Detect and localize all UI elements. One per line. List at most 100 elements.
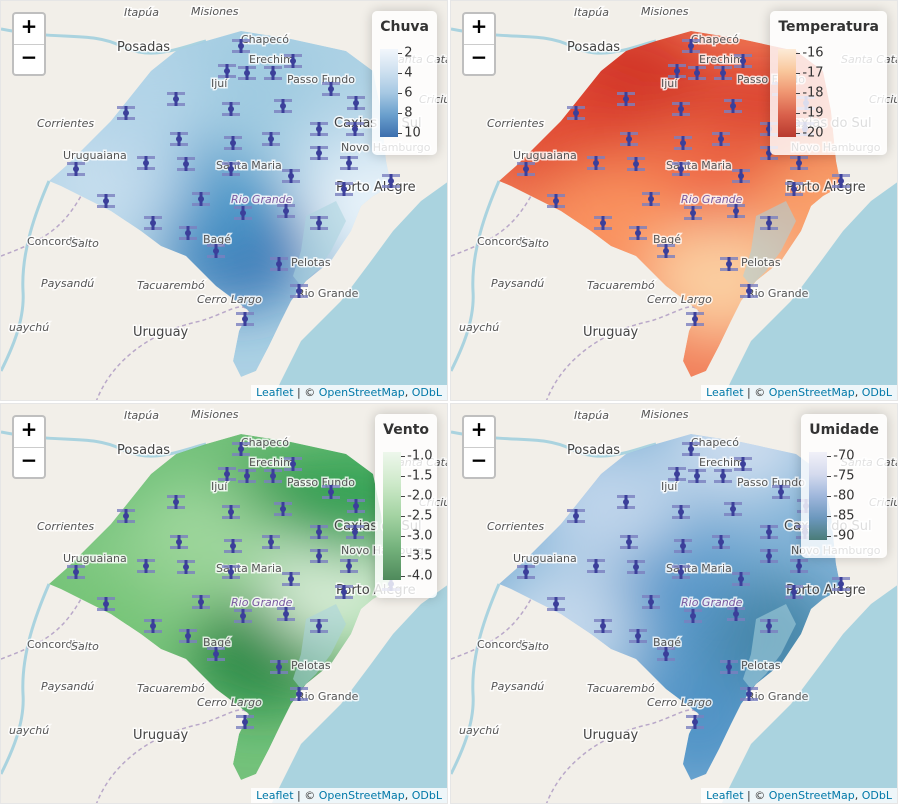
station-marker[interactable] xyxy=(594,619,612,633)
station-marker[interactable] xyxy=(668,467,686,481)
station-marker[interactable] xyxy=(567,509,585,523)
station-marker[interactable] xyxy=(290,687,308,701)
station-marker[interactable] xyxy=(620,535,638,549)
station-marker[interactable] xyxy=(238,66,256,80)
station-marker[interactable] xyxy=(322,485,340,499)
station-marker[interactable] xyxy=(760,216,778,230)
station-marker[interactable] xyxy=(262,535,280,549)
station-marker[interactable] xyxy=(234,206,252,220)
station-marker[interactable] xyxy=(732,572,750,586)
station-marker[interactable] xyxy=(674,539,692,553)
station-marker[interactable] xyxy=(760,619,778,633)
station-marker[interactable] xyxy=(642,595,660,609)
station-marker[interactable] xyxy=(67,565,85,579)
station-marker[interactable] xyxy=(617,92,635,106)
station-marker[interactable] xyxy=(734,54,752,68)
station-marker[interactable] xyxy=(547,194,565,208)
station-marker[interactable] xyxy=(724,99,742,113)
station-marker[interactable] xyxy=(346,122,364,136)
station-marker[interactable] xyxy=(682,442,700,456)
station-marker[interactable] xyxy=(322,82,340,96)
station-marker[interactable] xyxy=(760,525,778,539)
station-marker[interactable] xyxy=(167,92,185,106)
station-marker[interactable] xyxy=(192,192,210,206)
station-marker[interactable] xyxy=(167,495,185,509)
station-marker[interactable] xyxy=(224,136,242,150)
station-marker[interactable] xyxy=(218,467,236,481)
zoom-in-button[interactable]: + xyxy=(20,14,38,38)
station-marker[interactable] xyxy=(340,156,358,170)
station-marker[interactable] xyxy=(688,66,706,80)
station-marker[interactable] xyxy=(629,629,647,643)
station-marker[interactable] xyxy=(347,96,365,110)
zoom-out-button[interactable]: − xyxy=(14,447,44,477)
station-marker[interactable] xyxy=(668,64,686,78)
odbl-link[interactable]: ODbL xyxy=(411,789,442,802)
station-marker[interactable] xyxy=(179,629,197,643)
station-marker[interactable] xyxy=(629,226,647,240)
station-marker[interactable] xyxy=(97,597,115,611)
station-marker[interactable] xyxy=(274,502,292,516)
odbl-link[interactable]: ODbL xyxy=(411,386,442,399)
station-marker[interactable] xyxy=(144,619,162,633)
station-marker[interactable] xyxy=(270,660,288,674)
station-marker[interactable] xyxy=(277,204,295,218)
station-marker[interactable] xyxy=(727,607,745,621)
openstreetmap-link[interactable]: OpenStreetMap xyxy=(318,386,405,399)
station-marker[interactable] xyxy=(724,502,742,516)
station-marker[interactable] xyxy=(657,647,675,661)
station-marker[interactable] xyxy=(672,565,690,579)
station-marker[interactable] xyxy=(207,647,225,661)
station-marker[interactable] xyxy=(617,495,635,509)
odbl-link[interactable]: ODbL xyxy=(861,386,892,399)
station-marker[interactable] xyxy=(137,559,155,573)
station-marker[interactable] xyxy=(274,99,292,113)
station-marker[interactable] xyxy=(270,257,288,271)
leaflet-link[interactable]: Leaflet xyxy=(706,386,744,399)
map-panel-temperatura[interactable]: Itapúa Misiones Posadas Corrientes Uruguaian… xyxy=(450,0,898,401)
station-marker[interactable] xyxy=(264,66,282,80)
leaflet-link[interactable]: Leaflet xyxy=(256,386,294,399)
station-marker[interactable] xyxy=(790,559,808,573)
station-marker[interactable] xyxy=(236,312,254,326)
station-marker[interactable] xyxy=(310,619,328,633)
station-marker[interactable] xyxy=(785,182,803,196)
station-marker[interactable] xyxy=(682,39,700,53)
station-marker[interactable] xyxy=(97,194,115,208)
station-marker[interactable] xyxy=(720,257,738,271)
station-marker[interactable] xyxy=(67,162,85,176)
station-marker[interactable] xyxy=(222,505,240,519)
zoom-out-button[interactable]: − xyxy=(464,44,494,74)
station-marker[interactable] xyxy=(262,132,280,146)
station-marker[interactable] xyxy=(832,577,850,591)
station-marker[interactable] xyxy=(686,715,704,729)
station-marker[interactable] xyxy=(277,607,295,621)
station-marker[interactable] xyxy=(567,106,585,120)
station-marker[interactable] xyxy=(340,559,358,573)
station-marker[interactable] xyxy=(264,469,282,483)
station-marker[interactable] xyxy=(720,660,738,674)
station-marker[interactable] xyxy=(686,312,704,326)
station-marker[interactable] xyxy=(684,609,702,623)
station-marker[interactable] xyxy=(714,66,732,80)
openstreetmap-link[interactable]: OpenStreetMap xyxy=(768,386,855,399)
station-marker[interactable] xyxy=(760,549,778,563)
station-marker[interactable] xyxy=(310,216,328,230)
station-marker[interactable] xyxy=(517,565,535,579)
station-marker[interactable] xyxy=(284,457,302,471)
station-marker[interactable] xyxy=(620,132,638,146)
station-marker[interactable] xyxy=(207,244,225,258)
zoom-in-button[interactable]: + xyxy=(470,14,488,38)
station-marker[interactable] xyxy=(684,206,702,220)
station-marker[interactable] xyxy=(170,132,188,146)
station-marker[interactable] xyxy=(192,595,210,609)
station-marker[interactable] xyxy=(740,687,758,701)
station-marker[interactable] xyxy=(117,509,135,523)
station-marker[interactable] xyxy=(594,216,612,230)
station-marker[interactable] xyxy=(740,284,758,298)
station-marker[interactable] xyxy=(517,162,535,176)
station-marker[interactable] xyxy=(310,549,328,563)
map-panel-chuva[interactable]: Itapúa Misiones Posadas Corrientes Uruguaian… xyxy=(0,0,448,401)
map-panel-umidade[interactable]: Itapúa Misiones Posadas Corrientes Uruguaian… xyxy=(450,403,898,804)
map-panel-vento[interactable]: Itapúa Misiones Posadas Corrientes Uruguaian… xyxy=(0,403,448,804)
